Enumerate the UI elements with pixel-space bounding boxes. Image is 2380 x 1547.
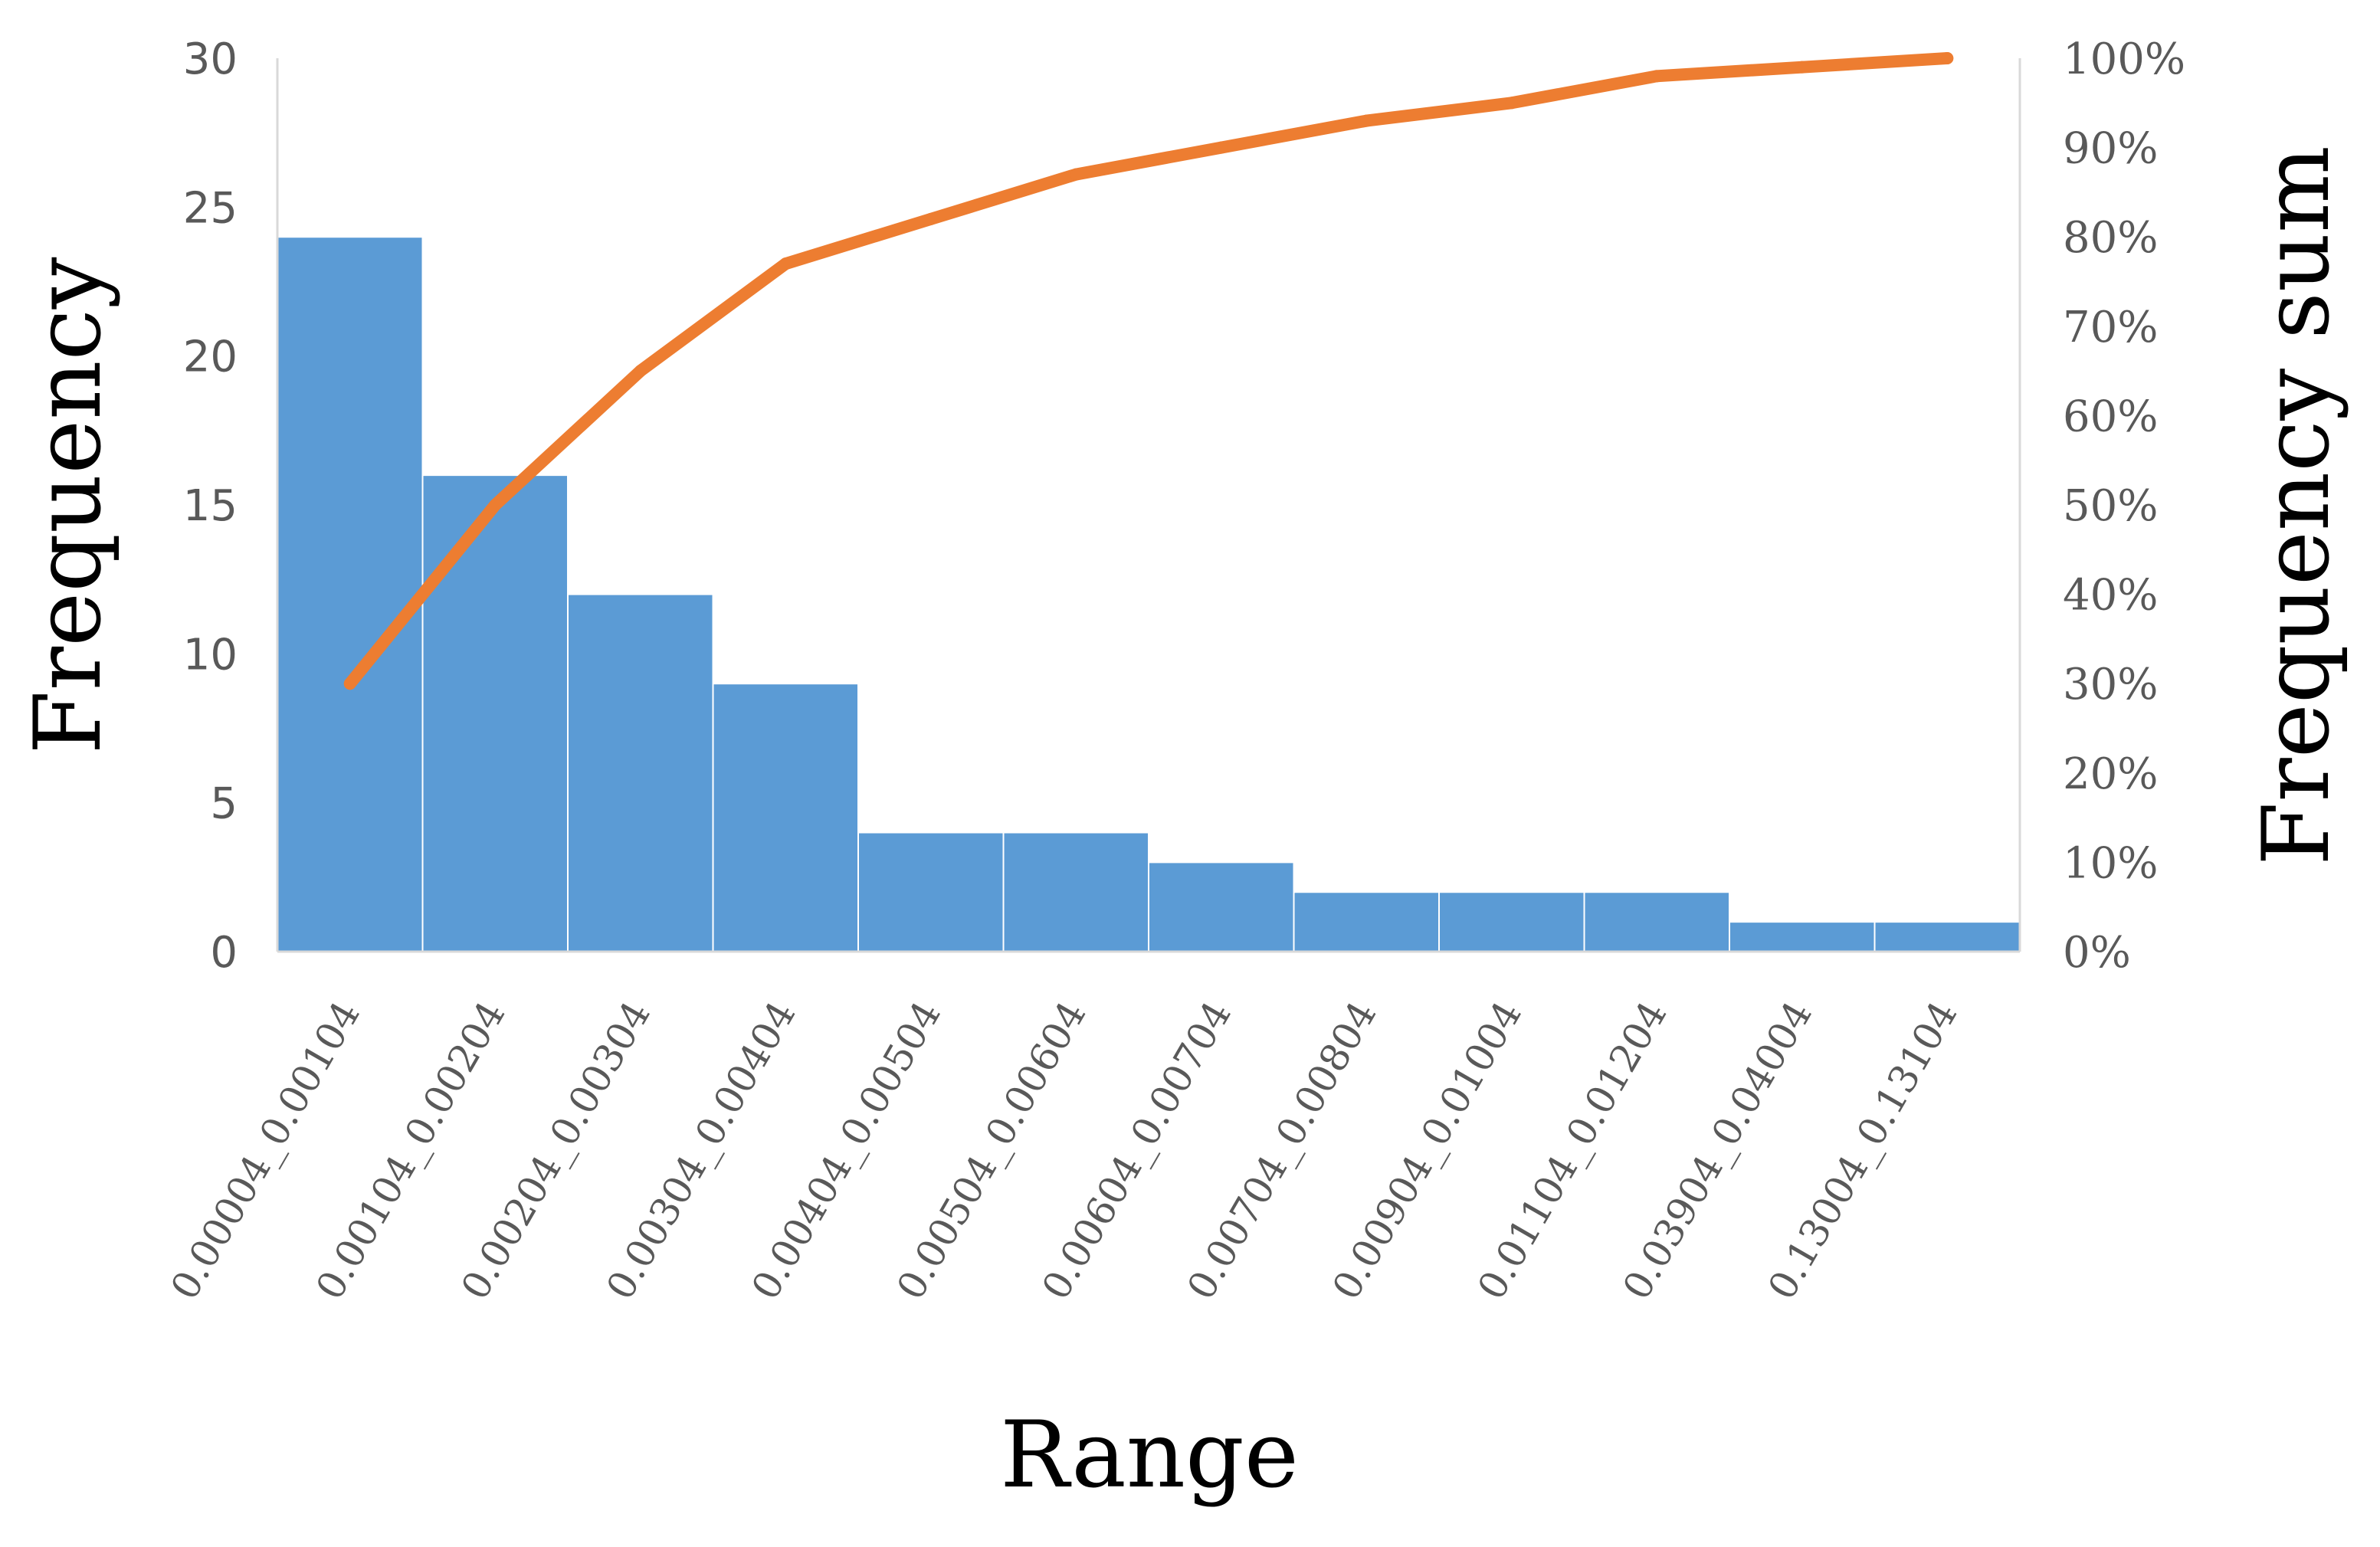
- bar: [1438, 891, 1585, 953]
- cumulative-point: [1795, 61, 1808, 74]
- y2-tick-label: 80%: [2063, 213, 2158, 263]
- cumulative-point: [1215, 141, 1228, 154]
- cumulative-point: [634, 365, 647, 378]
- y-tick-label: 0: [210, 928, 238, 978]
- y2-tick-label: 100%: [2063, 34, 2185, 84]
- axes-group: [276, 58, 2021, 953]
- bar: [1293, 891, 1440, 953]
- bar: [567, 593, 714, 952]
- y2-tick-label: 50%: [2063, 481, 2158, 531]
- cumulative-point: [489, 499, 502, 511]
- x-axis-title: Range: [1000, 1402, 1299, 1509]
- y-axis-title: Frequency: [15, 257, 122, 754]
- y-tick-label: 10: [183, 630, 238, 680]
- bar: [1148, 861, 1295, 953]
- y2-tick-label: 0%: [2063, 928, 2131, 978]
- cumulative-point: [1360, 114, 1373, 127]
- cumulative-point: [1941, 52, 1954, 64]
- left-axis-ticks: 0 5 10 15 20 25 30: [183, 34, 238, 978]
- bar: [1002, 831, 1149, 952]
- cumulative-point: [1505, 97, 1518, 110]
- y-tick-label: 30: [183, 34, 238, 84]
- y2-tick-label: 90%: [2063, 124, 2158, 174]
- cumulative-point: [343, 677, 356, 690]
- right-axis-ticks: 0% 10% 20% 30% 40% 50% 60% 70% 80% 90% 100%: [2063, 34, 2185, 978]
- bar: [1729, 921, 1876, 952]
- y2-tick-label: 40%: [2063, 571, 2158, 621]
- line-group: [343, 52, 1954, 690]
- cumulative-point: [924, 212, 937, 225]
- bar: [277, 236, 424, 952]
- cumulative-line: [343, 52, 1954, 690]
- y-tick-label: 15: [183, 481, 238, 531]
- y2-tick-label: 10%: [2063, 838, 2158, 888]
- y2-tick-label: 30%: [2063, 660, 2158, 710]
- y2-tick-label: 20%: [2063, 749, 2158, 799]
- y-tick-label: 25: [183, 183, 238, 233]
- y2-tick-label: 70%: [2063, 303, 2158, 352]
- y-tick-label: 20: [183, 333, 238, 382]
- bar: [857, 831, 1005, 952]
- bar: [1874, 921, 2021, 952]
- cumulative-point: [779, 257, 792, 270]
- bar: [712, 683, 859, 952]
- bars-group: [277, 236, 2021, 953]
- bar: [1583, 891, 1730, 953]
- y2-axis-title: Frequency sum: [2244, 146, 2350, 866]
- x-axis-ticks: 0.00004_0.001040.00104_0.002040.00204_0.…: [162, 994, 1966, 1307]
- bar: [421, 474, 569, 952]
- y2-tick-label: 60%: [2063, 392, 2158, 441]
- cumulative-point: [1070, 168, 1083, 181]
- y-tick-label: 5: [210, 779, 238, 829]
- cumulative-point: [1651, 70, 1664, 83]
